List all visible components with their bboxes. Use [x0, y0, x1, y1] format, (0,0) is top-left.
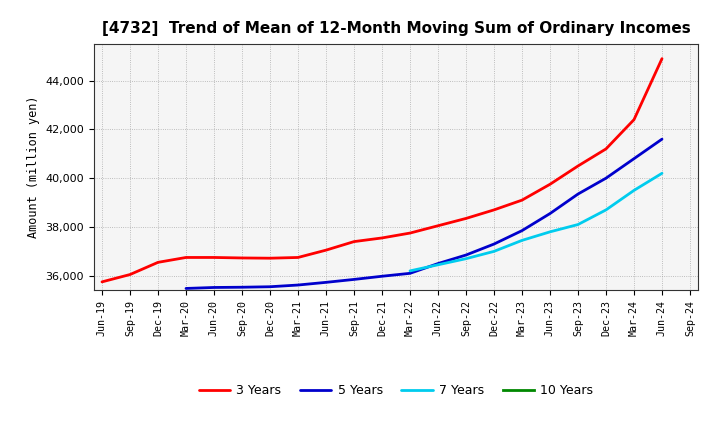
5 Years: [630, 156, 639, 161]
3 Years: [210, 255, 218, 260]
7 Years: [462, 256, 470, 261]
7 Years: [405, 268, 414, 274]
3 Years: [602, 146, 611, 151]
3 Years: [433, 223, 442, 228]
3 Years: [378, 235, 387, 241]
5 Years: [322, 280, 330, 285]
5 Years: [266, 284, 274, 290]
Title: [4732]  Trend of Mean of 12-Month Moving Sum of Ordinary Incomes: [4732] Trend of Mean of 12-Month Moving …: [102, 21, 690, 36]
3 Years: [350, 239, 359, 244]
3 Years: [462, 216, 470, 221]
Line: 7 Years: 7 Years: [410, 173, 662, 271]
5 Years: [546, 211, 554, 216]
3 Years: [322, 248, 330, 253]
3 Years: [266, 256, 274, 261]
3 Years: [238, 255, 246, 260]
3 Years: [657, 56, 666, 61]
5 Years: [518, 228, 526, 233]
5 Years: [378, 274, 387, 279]
3 Years: [518, 198, 526, 203]
7 Years: [518, 238, 526, 243]
5 Years: [602, 176, 611, 181]
7 Years: [490, 249, 498, 254]
5 Years: [462, 253, 470, 258]
5 Years: [294, 282, 302, 288]
7 Years: [630, 188, 639, 193]
7 Years: [546, 229, 554, 235]
7 Years: [602, 207, 611, 213]
Line: 3 Years: 3 Years: [102, 59, 662, 282]
3 Years: [574, 163, 582, 169]
5 Years: [238, 285, 246, 290]
5 Years: [350, 277, 359, 282]
Legend: 3 Years, 5 Years, 7 Years, 10 Years: 3 Years, 5 Years, 7 Years, 10 Years: [194, 379, 598, 403]
3 Years: [98, 279, 107, 285]
7 Years: [657, 171, 666, 176]
5 Years: [181, 286, 190, 291]
Y-axis label: Amount (million yen): Amount (million yen): [27, 96, 40, 238]
3 Years: [181, 255, 190, 260]
3 Years: [405, 231, 414, 236]
7 Years: [574, 222, 582, 227]
3 Years: [490, 207, 498, 213]
3 Years: [153, 260, 162, 265]
5 Years: [210, 285, 218, 290]
5 Years: [657, 136, 666, 142]
3 Years: [630, 117, 639, 122]
5 Years: [405, 271, 414, 276]
3 Years: [126, 272, 135, 277]
5 Years: [490, 242, 498, 247]
3 Years: [546, 182, 554, 187]
3 Years: [294, 255, 302, 260]
5 Years: [574, 191, 582, 197]
7 Years: [433, 262, 442, 268]
5 Years: [433, 261, 442, 266]
Line: 5 Years: 5 Years: [186, 139, 662, 289]
